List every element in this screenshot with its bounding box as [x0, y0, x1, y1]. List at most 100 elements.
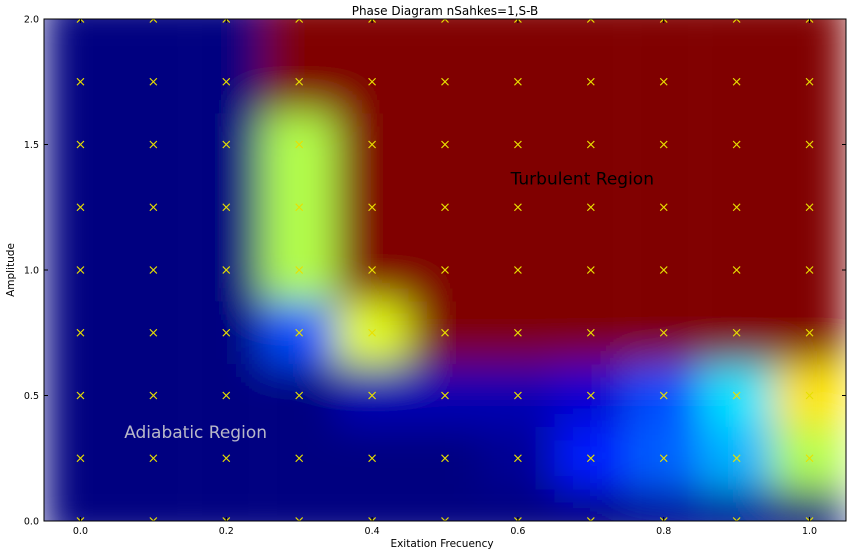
grid-point-marker [76, 454, 85, 463]
grid-point-marker [368, 517, 377, 521]
grid-point-marker [513, 266, 522, 274]
grid-point-marker [659, 517, 668, 521]
grid-point-marker [295, 328, 304, 337]
heatmap-cell [627, 489, 701, 521]
heatmap-cell [773, 19, 846, 51]
grid-point-marker [805, 140, 814, 149]
grid-point-marker [368, 266, 377, 274]
grid-point-marker [441, 77, 449, 86]
grid-point-marker [586, 391, 595, 400]
y-tick-label: 1.0 [24, 266, 39, 277]
grid-point-marker [368, 140, 377, 149]
grid-point-marker [222, 266, 231, 274]
grid-point-marker [586, 517, 595, 521]
grid-point-marker [295, 454, 304, 463]
grid-point-marker [149, 19, 158, 23]
grid-point-marker [659, 266, 668, 274]
grid-point-marker [222, 328, 231, 337]
y-tick-label: 0.5 [24, 391, 39, 402]
grid-point-marker [513, 454, 522, 463]
heatmap-cell [44, 19, 117, 51]
grid-point-marker [295, 266, 304, 274]
grid-point-marker [805, 454, 814, 463]
grid-point-marker [441, 454, 449, 463]
grid-point-marker [732, 391, 741, 400]
heatmap-cell [481, 489, 555, 521]
grid-point-marker [732, 266, 741, 274]
grid-point-marker [222, 391, 231, 400]
grid-point-marker [149, 203, 158, 212]
grid-point-marker [732, 517, 741, 521]
grid-point-marker [586, 19, 595, 23]
grid-point-marker [441, 517, 449, 521]
annotations: Adiabatic Region Turbulent Region [124, 170, 654, 444]
grid-point-marker [805, 266, 814, 274]
grid-point-marker [295, 203, 304, 212]
heatmap-cell [554, 19, 628, 51]
grid-point-marker [732, 203, 741, 212]
grid-point-marker [805, 77, 814, 86]
grid-point-marker [149, 517, 158, 521]
adiabatic-region-label: Adiabatic Region [124, 423, 267, 443]
heatmap-cell [700, 19, 774, 51]
grid-point-marker [76, 391, 85, 400]
grid-point-marker [222, 140, 231, 149]
grid-point-marker [222, 203, 231, 212]
grid-point-marker [295, 19, 304, 23]
grid-point-marker [513, 19, 522, 23]
heatmap-cell [189, 489, 263, 521]
grid-point-marker [513, 140, 522, 149]
grid-point-marker [76, 140, 85, 149]
grid-point-marker [805, 328, 814, 337]
y-tick-label: 0.0 [24, 517, 39, 528]
heatmap-cell [627, 19, 701, 51]
grid-point-marker [659, 454, 668, 463]
x-tick-label: 0.8 [656, 526, 671, 537]
heatmap-cell [189, 19, 263, 51]
heatmap-cell [116, 489, 190, 521]
grid-point-marker [76, 328, 85, 337]
grid-point-marker [295, 140, 304, 149]
heatmap-cell [335, 19, 409, 51]
grid-point-marker [586, 77, 595, 86]
x-tick-label: 0.4 [365, 526, 380, 537]
grid-point-marker [441, 391, 449, 400]
grid-point-marker [368, 19, 377, 23]
grid-point-marker [222, 454, 231, 463]
y-tick-label: 2.0 [24, 15, 39, 26]
grid-point-marker [732, 140, 741, 149]
grid-point-marker [659, 19, 668, 23]
heatmap-cell [408, 489, 482, 521]
grid-point-marker [368, 454, 377, 463]
grid-point-marker [805, 19, 814, 23]
grid-point-marker [441, 266, 449, 274]
plot-area [44, 19, 846, 521]
grid-point-marker [368, 328, 377, 337]
grid-point-marker [586, 203, 595, 212]
x-tick-label: 0.0 [73, 526, 88, 537]
grid-point-marker [149, 328, 158, 337]
heatmap-cell [44, 489, 117, 521]
grid-point-marker [659, 328, 668, 337]
grid-point-marker [805, 391, 814, 400]
grid-point-marker [149, 77, 158, 86]
grid-point-marker [368, 203, 377, 212]
grid-point-marker [295, 517, 304, 521]
grid-point-marker [732, 19, 741, 23]
grid-point-marker [76, 77, 85, 86]
heatmap-cell [262, 19, 336, 51]
grid-point-marker [149, 140, 158, 149]
grid-point-marker [76, 203, 85, 212]
grid-point-marker [441, 140, 449, 149]
grid-point-marker [586, 266, 595, 274]
x-axis: 0.0 0.2 0.4 0.6 0.8 1.0 [73, 19, 817, 537]
heatmap-cell [554, 489, 628, 521]
grid-point-marker [586, 140, 595, 149]
grid-point-marker [586, 328, 595, 337]
grid-point-marker [295, 77, 304, 86]
grid-point-marker [805, 517, 814, 521]
x-axis-label: Exitation Frecuency [390, 538, 493, 550]
grid-point-marker [441, 19, 449, 23]
heatmap-cell [700, 489, 774, 521]
